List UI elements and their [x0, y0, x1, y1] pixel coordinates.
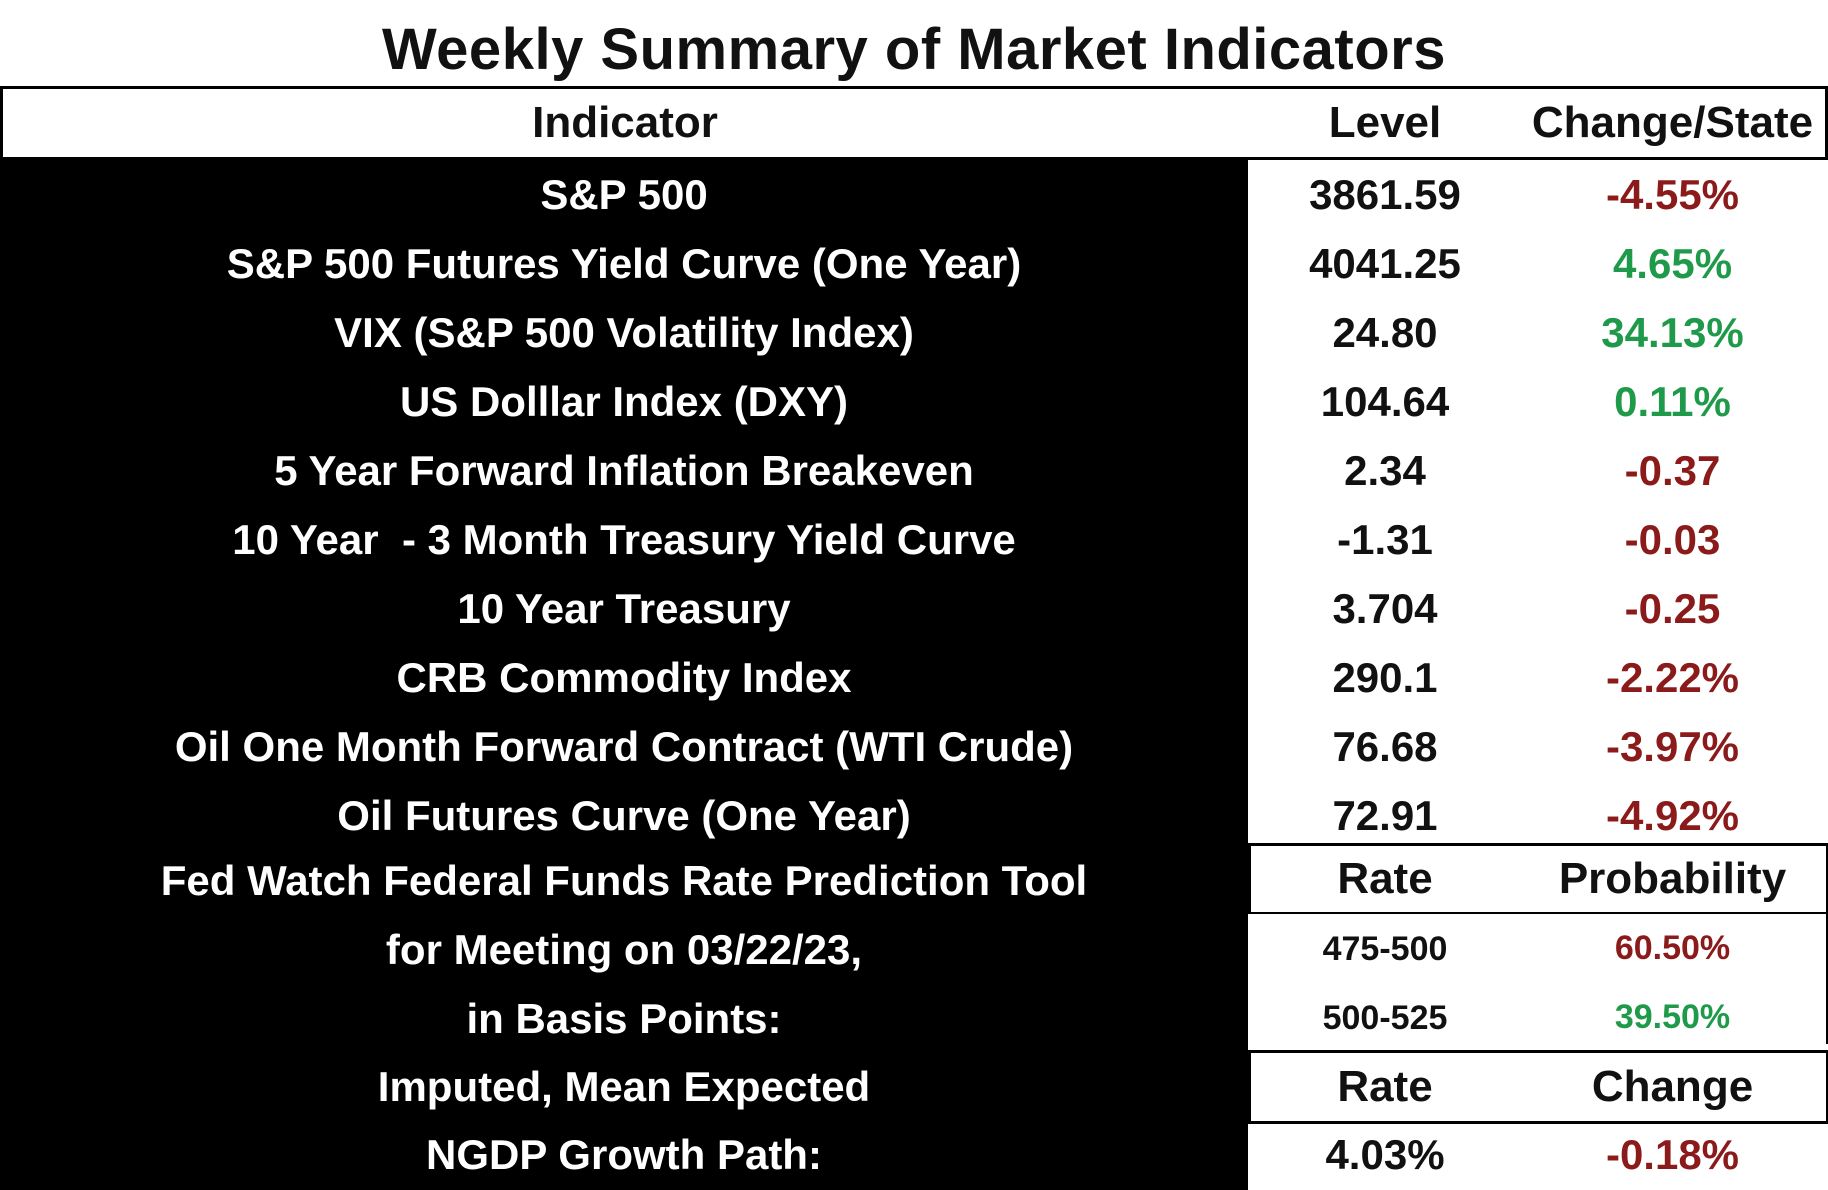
- indicator-level: 72.91: [1332, 791, 1438, 839]
- indicator-change: -0.25: [1624, 584, 1721, 632]
- indicator-label: S&P 500: [540, 170, 708, 218]
- fedwatch-header-rate: Rate: [1337, 854, 1433, 903]
- fedwatch-rate: 500-525: [1322, 999, 1448, 1037]
- indicator-level: 104.64: [1320, 377, 1450, 425]
- fedwatch-probability: 39.50%: [1614, 997, 1731, 1036]
- indicator-level: 3.704: [1332, 584, 1438, 632]
- indicator-level: 3861.59: [1309, 170, 1461, 218]
- indicator-level: 76.68: [1332, 722, 1438, 770]
- fedwatch-probability: 60.50%: [1614, 928, 1731, 967]
- indicator-label: Oil One Month Forward Contract (WTI Crud…: [174, 722, 1074, 770]
- indicator-level: 4041.25: [1309, 239, 1461, 287]
- indicator-change: -0.37: [1624, 446, 1721, 494]
- indicator-label: 10 Year - 3 Month Treasury Yield Curve: [232, 515, 1016, 563]
- indicator-label: CRB Commodity Index: [396, 653, 852, 701]
- indicator-label: US Dolllar Index (DXY): [399, 377, 849, 425]
- header-indicator: Indicator: [532, 98, 718, 147]
- header-change: Change/State: [1531, 98, 1814, 147]
- indicator-change: 0.11%: [1614, 377, 1731, 425]
- indicator-label: VIX (S&P 500 Volatility Index): [334, 308, 914, 356]
- indicator-change: -4.92%: [1605, 791, 1740, 839]
- indicator-panel: [0, 157, 1248, 1190]
- indicator-label: 5 Year Forward Inflation Breakeven: [274, 446, 974, 494]
- indicator-level: 24.80: [1332, 308, 1438, 356]
- fedwatch-header-probability: Probability: [1558, 854, 1787, 903]
- fedwatch-values-box: [1245, 914, 1828, 1044]
- indicator-change: -4.55%: [1605, 170, 1740, 218]
- fedwatch-label-line: Fed Watch Federal Funds Rate Prediction …: [160, 856, 1088, 904]
- ngdp-label-line: Imputed, Mean Expected: [377, 1063, 871, 1110]
- ngdp-header-rate: Rate: [1337, 1062, 1433, 1111]
- indicator-level: -1.31: [1337, 515, 1433, 563]
- ngdp-header-change: Change: [1591, 1062, 1754, 1111]
- indicator-label: 10 Year Treasury: [457, 584, 791, 632]
- ngdp-header-box: [1248, 1050, 1828, 1124]
- indicator-change: 34.13%: [1601, 308, 1744, 356]
- ngdp-rate: 4.03%: [1325, 1131, 1445, 1178]
- indicator-level: 290.1: [1332, 653, 1438, 701]
- indicator-level: 2.34: [1344, 446, 1426, 494]
- indicator-label: S&P 500 Futures Yield Curve (One Year): [226, 239, 1022, 287]
- page-title: Weekly Summary of Market Indicators: [381, 17, 1447, 82]
- fedwatch-label-line: for Meeting on 03/22/23,: [385, 925, 863, 973]
- fedwatch-label-line: in Basis Points:: [466, 994, 782, 1042]
- header-level: Level: [1328, 98, 1442, 147]
- indicator-change: -0.03: [1624, 515, 1721, 563]
- fedwatch-header-box: [1248, 843, 1828, 915]
- indicator-change: 4.65%: [1612, 239, 1733, 287]
- indicator-change: -2.22%: [1605, 653, 1740, 701]
- ngdp-change: -0.18%: [1605, 1131, 1740, 1178]
- ngdp-label-line: NGDP Growth Path:: [426, 1131, 822, 1178]
- indicator-change: -3.97%: [1605, 722, 1740, 770]
- indicator-label: Oil Futures Curve (One Year): [337, 791, 911, 839]
- fedwatch-rate: 475-500: [1322, 930, 1448, 968]
